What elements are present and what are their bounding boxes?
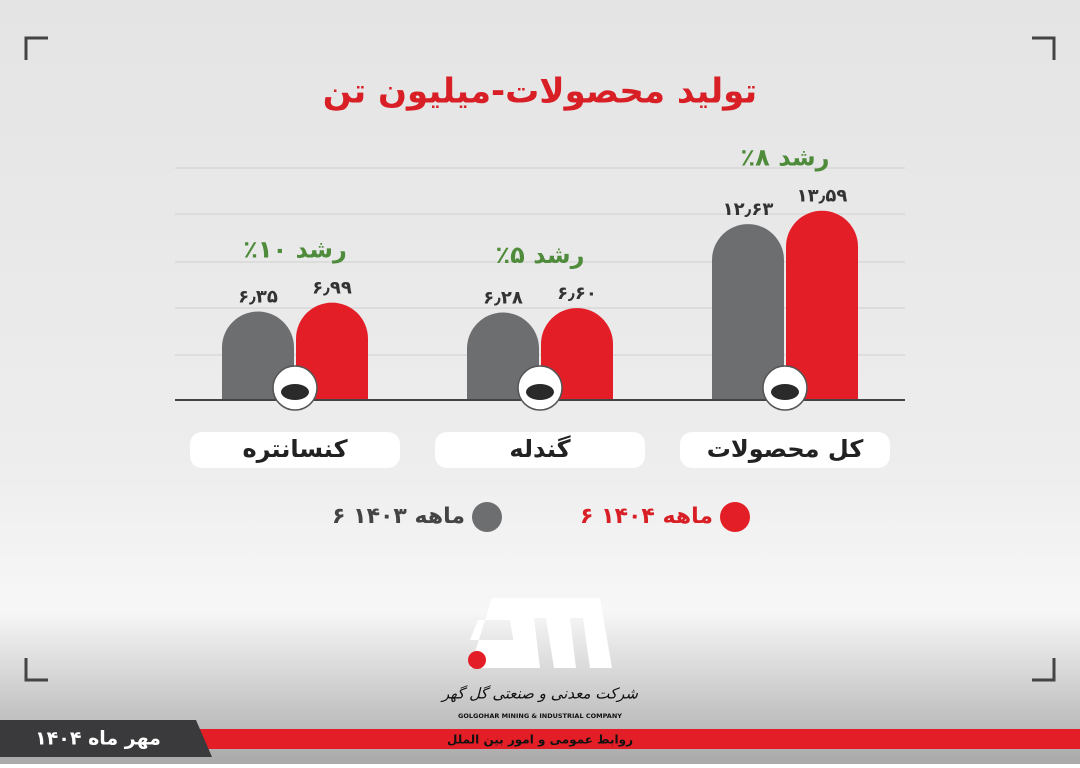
value-label: ۶٫۲۸	[483, 288, 523, 309]
bar	[786, 210, 858, 400]
value-label: ۱۳٫۵۹	[797, 186, 848, 207]
category-pill	[435, 432, 645, 468]
logo	[468, 598, 612, 669]
legend-swatch	[720, 502, 750, 532]
category-pill	[190, 432, 400, 468]
chart-title: تولید محصولات-میلیون تن	[323, 72, 757, 112]
legend: ۶ ماهه ۱۴۰۳ ۶ ماهه ۱۴۰۴	[332, 502, 750, 532]
legend-swatch	[472, 502, 502, 532]
company-name: شرکت معدنی و صنعتی گل گهر	[440, 685, 638, 703]
bar	[712, 224, 784, 400]
growth-label: ٪۸ رشد	[741, 144, 830, 172]
legend-label: ۶ ماهه ۱۴۰۴	[580, 504, 713, 529]
value-label: ۶٫۳۵	[238, 287, 278, 308]
category-label: کنسانتره	[242, 435, 347, 463]
icons	[272, 365, 808, 411]
product-icon-ore	[771, 384, 799, 400]
category-label: گندله	[509, 435, 570, 463]
value-label: ۶٫۹۹	[312, 278, 352, 299]
category-label: کل محصولات	[707, 435, 864, 463]
department: روابط عمومی و امور بین الملل	[447, 733, 633, 748]
date-box	[0, 720, 212, 757]
legend-label: ۶ ماهه ۱۴۰۳	[332, 504, 465, 529]
category-pill	[680, 432, 890, 468]
growth-label: ٪۵ رشد	[496, 241, 585, 269]
plot: ۱۲٫۶۳ ۱۳٫۵۹ ٪۸ رشد کل محصولات ۶٫۲۸ ۶٫۶۰ ٪۵ رشد…	[190, 144, 890, 468]
footer-bar	[200, 729, 1080, 749]
growth-label: ٪۱۰ رشد	[243, 236, 347, 264]
corner-brackets	[24, 36, 1056, 682]
product-icon-ore	[526, 384, 554, 400]
date: مهر ماه ۱۴۰۴	[35, 728, 161, 750]
value-label: ۱۲٫۶۳	[723, 199, 774, 220]
company-name-en: GOLGOHAR MINING & INDUSTRIAL COMPANY	[458, 712, 622, 720]
value-label: ۶٫۶۰	[557, 283, 597, 304]
product-icon-ore	[281, 384, 309, 400]
